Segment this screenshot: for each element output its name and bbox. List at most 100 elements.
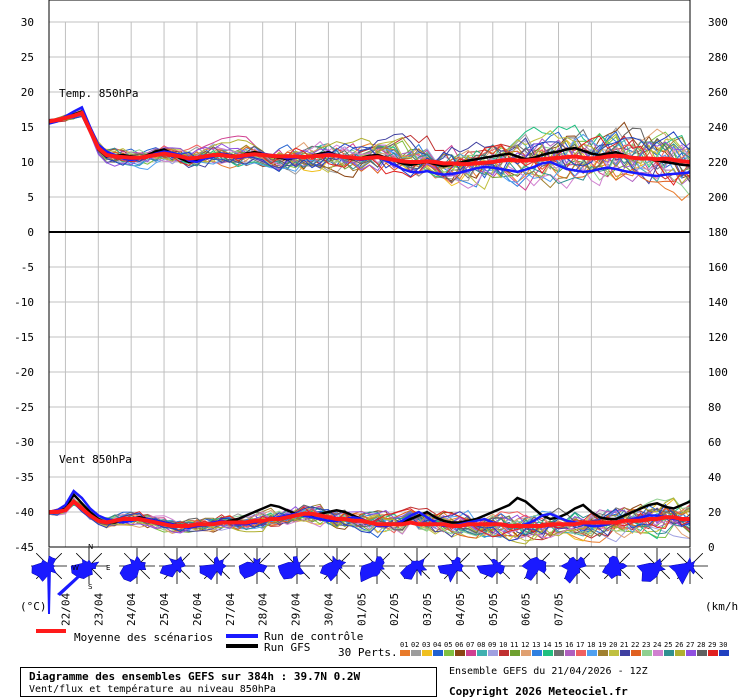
pert-number: 27 bbox=[686, 641, 694, 649]
rose-shape bbox=[238, 557, 268, 579]
date-label: 27/04 bbox=[224, 593, 237, 626]
pert-swatch bbox=[433, 650, 443, 656]
pert-temp-line bbox=[48, 108, 691, 185]
pert-swatch bbox=[664, 650, 674, 656]
wind-rose bbox=[238, 548, 275, 584]
date-label: 26/04 bbox=[191, 593, 204, 626]
pert-number: 10 bbox=[499, 641, 507, 649]
rose-shape bbox=[560, 556, 587, 584]
rose-shape bbox=[359, 556, 385, 583]
left-tick-label: -25 bbox=[14, 401, 34, 414]
right-axis-ticks: 3002802602402202001801601401201008060402… bbox=[708, 16, 728, 554]
left-tick-label: 0 bbox=[27, 226, 34, 239]
pert-number: 01 bbox=[400, 641, 408, 649]
temp-series-line bbox=[48, 110, 691, 168]
left-tick-label: -45 bbox=[14, 541, 34, 554]
pert-swatch bbox=[609, 650, 619, 656]
pert-swatch bbox=[598, 650, 608, 656]
pert-number: 18 bbox=[587, 641, 595, 649]
date-labels: 22/04 23/04 24/04 25/04 26/04 27/04 28/04 29/04… bbox=[59, 593, 565, 626]
pert-swatch bbox=[521, 650, 531, 656]
wind-roses bbox=[31, 548, 708, 614]
date-label: 22/04 bbox=[59, 593, 72, 626]
wind-rose bbox=[277, 548, 315, 584]
temp-panel-label: Temp. 850hPa bbox=[59, 87, 138, 100]
pert-number: 12 bbox=[521, 641, 529, 649]
pert-swatch bbox=[576, 650, 586, 656]
control-legend-label: Run de contrôle bbox=[264, 630, 363, 643]
pert-temp-line bbox=[48, 112, 691, 190]
pert-swatch bbox=[422, 650, 432, 656]
perts-legend-label: 30 Perts. bbox=[338, 646, 398, 659]
plot-border bbox=[48, 0, 691, 548]
temp-series-line bbox=[48, 110, 691, 167]
rose-shape bbox=[199, 555, 227, 581]
right-tick-label: 280 bbox=[708, 51, 728, 64]
pert-swatch bbox=[719, 650, 729, 656]
pert-swatch bbox=[587, 650, 597, 656]
date-label: 23/04 bbox=[92, 593, 105, 626]
date-label: 28/04 bbox=[257, 593, 270, 626]
left-tick-label: 30 bbox=[21, 16, 34, 29]
wind-rose bbox=[319, 548, 355, 584]
pert-swatch bbox=[697, 650, 707, 656]
pert-number: 02 bbox=[411, 641, 419, 649]
right-tick-label: 0 bbox=[708, 541, 715, 554]
pert-number: 23 bbox=[642, 641, 650, 649]
pert-swatch bbox=[543, 650, 553, 656]
pert-number: 19 bbox=[598, 641, 606, 649]
copyright: Copyright 2026 Meteociel.fr bbox=[449, 685, 628, 698]
right-tick-label: 140 bbox=[708, 296, 728, 309]
rose-shape bbox=[668, 556, 696, 585]
pert-number: 25 bbox=[664, 641, 672, 649]
wind-panel-label: Vent 850hPa bbox=[59, 453, 132, 466]
wind-rose bbox=[559, 548, 595, 584]
pert-number: 11 bbox=[510, 641, 518, 649]
date-label: 04/05 bbox=[454, 593, 467, 626]
date-label: 05/05 bbox=[487, 593, 500, 626]
pert-swatch bbox=[631, 650, 641, 656]
pert-swatch bbox=[477, 650, 487, 656]
chart-subtitle: Vent/flux et température au niveau 850hP… bbox=[29, 684, 276, 695]
compass-s: S bbox=[88, 583, 93, 591]
right-tick-label: 260 bbox=[708, 86, 728, 99]
left-tick-label: 20 bbox=[21, 86, 34, 99]
pert-number: 21 bbox=[620, 641, 628, 649]
left-tick-label: -15 bbox=[14, 331, 34, 344]
left-tick-label: -35 bbox=[14, 471, 34, 484]
pert-swatch bbox=[400, 650, 410, 656]
compass-w: W bbox=[72, 564, 79, 572]
gfs-legend-label: Run GFS bbox=[264, 641, 310, 654]
wind-rose bbox=[119, 548, 155, 584]
pert-number: 29 bbox=[708, 641, 716, 649]
rose-shape bbox=[636, 558, 667, 582]
chart-grid bbox=[49, 21, 690, 548]
right-tick-label: 200 bbox=[708, 191, 728, 204]
pert-number: 04 bbox=[433, 641, 441, 649]
right-tick-label: 20 bbox=[708, 506, 721, 519]
pert-number: 07 bbox=[466, 641, 474, 649]
rose-shape bbox=[399, 558, 428, 580]
pert-number: 14 bbox=[543, 641, 551, 649]
rose-shape bbox=[159, 556, 186, 578]
left-tick-label: -10 bbox=[14, 296, 34, 309]
compass-labels: N S E W bbox=[72, 543, 110, 591]
right-tick-label: 300 bbox=[708, 16, 728, 29]
pert-wind-line bbox=[48, 501, 691, 538]
right-tick-label: 60 bbox=[708, 436, 721, 449]
pert-wind-line bbox=[48, 497, 691, 545]
title-box: Diagramme des ensembles GEFS sur 384h : … bbox=[20, 667, 437, 697]
left-unit-label: (°C) bbox=[20, 600, 47, 613]
perturbation-lines bbox=[48, 108, 691, 545]
compass-e: E bbox=[106, 564, 110, 572]
pert-swatch bbox=[532, 650, 542, 656]
chart-title: Diagramme des ensembles GEFS sur 384h : … bbox=[29, 670, 361, 683]
wind-rose bbox=[476, 548, 515, 584]
pert-swatch bbox=[565, 650, 575, 656]
pert-number: 26 bbox=[675, 641, 683, 649]
date-label: 03/05 bbox=[421, 593, 434, 626]
left-tick-label: -30 bbox=[14, 436, 34, 449]
pert-number: 08 bbox=[477, 641, 485, 649]
pert-swatch bbox=[620, 650, 630, 656]
pert-swatch bbox=[499, 650, 509, 656]
